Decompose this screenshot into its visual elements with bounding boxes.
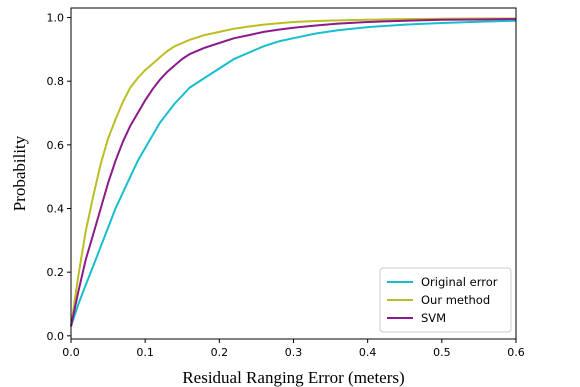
legend-label: Original error [421,275,498,289]
legend-label: SVM [421,311,446,325]
legend: Original error Our method SVM [379,267,512,333]
y-axis-title: Probability [10,135,29,211]
x-tick-label: 0.3 [285,346,303,359]
series-line-0 [70,19,517,327]
x-tick-label: 0.2 [211,346,229,359]
x-tick-label: 0.4 [359,346,377,359]
legend-box [379,267,512,333]
series-line-2 [70,18,517,327]
legend-label: Our method [421,293,490,307]
x-tick-label: 0.6 [507,346,525,359]
x-axis: 0.0 0.1 0.2 0.3 0.4 0.5 0.6 [62,339,525,359]
y-tick-label: 1.0 [47,12,65,25]
x-tick-label: 0.0 [62,346,80,359]
series-line-1 [70,17,516,327]
y-tick-label: 0.0 [47,330,65,343]
y-axis: 0.0 0.2 0.4 0.6 0.8 1.0 [47,12,71,343]
y-tick-label: 0.6 [47,139,65,152]
y-tick-label: 0.2 [47,266,65,279]
y-tick-label: 0.4 [47,203,65,216]
x-tick-label: 0.1 [136,346,154,359]
y-tick-label: 0.8 [47,75,65,88]
plot-lines [70,17,517,327]
x-axis-title: Residual Ranging Error (meters) [182,368,404,387]
x-tick-label: 0.5 [433,346,451,359]
